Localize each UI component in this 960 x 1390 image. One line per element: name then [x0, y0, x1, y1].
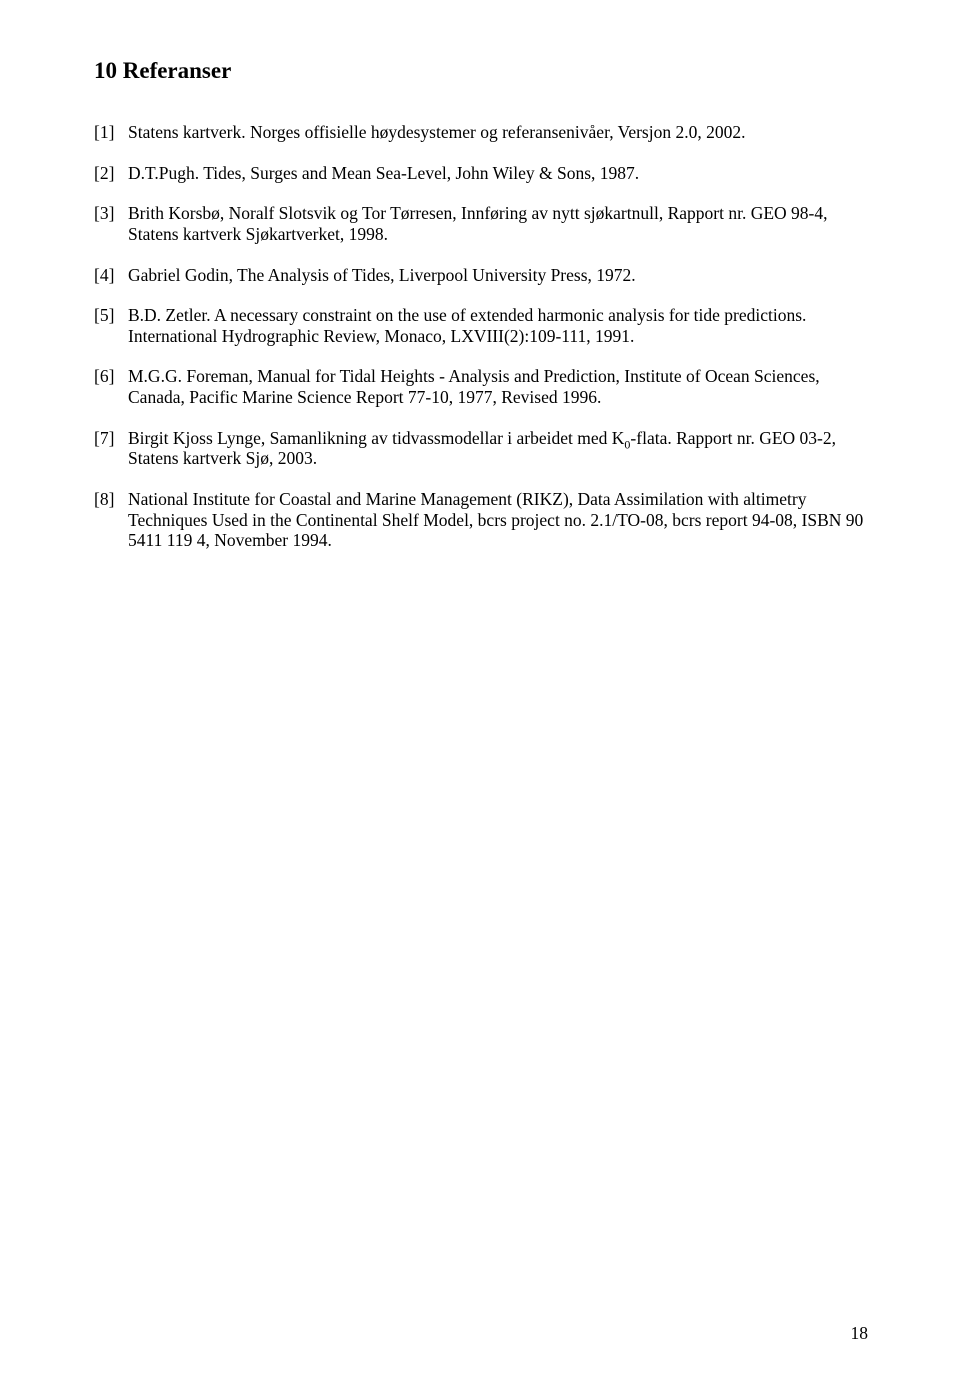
reference-number: [3] [94, 203, 128, 244]
reference-number: [2] [94, 163, 128, 184]
reference-item: [8] National Institute for Coastal and M… [94, 489, 872, 551]
reference-number: [4] [94, 265, 128, 286]
reference-number: [1] [94, 122, 128, 143]
reference-text-pre: Birgit Kjoss Lynge, Samanlikning av tidv… [128, 428, 624, 448]
reference-text: Statens kartverk. Norges offisielle høyd… [128, 122, 872, 143]
reference-number: [8] [94, 489, 128, 551]
reference-item: [5] B.D. Zetler. A necessary constraint … [94, 305, 872, 346]
reference-item: [7] Birgit Kjoss Lynge, Samanlikning av … [94, 428, 872, 469]
reference-item: [4] Gabriel Godin, The Analysis of Tides… [94, 265, 872, 286]
section-heading: 10 Referanser [94, 58, 872, 84]
reference-text: D.T.Pugh. Tides, Surges and Mean Sea-Lev… [128, 163, 872, 184]
reference-text: Brith Korsbø, Noralf Slotsvik og Tor Tør… [128, 203, 872, 244]
reference-item: [6] M.G.G. Foreman, Manual for Tidal Hei… [94, 366, 872, 407]
reference-item: [1] Statens kartverk. Norges offisielle … [94, 122, 872, 143]
reference-text: B.D. Zetler. A necessary constraint on t… [128, 305, 872, 346]
reference-number: [7] [94, 428, 128, 469]
reference-item: [3] Brith Korsbø, Noralf Slotsvik og Tor… [94, 203, 872, 244]
reference-text: M.G.G. Foreman, Manual for Tidal Heights… [128, 366, 872, 407]
reference-text: Birgit Kjoss Lynge, Samanlikning av tidv… [128, 428, 872, 469]
reference-text: Gabriel Godin, The Analysis of Tides, Li… [128, 265, 872, 286]
reference-item: [2] D.T.Pugh. Tides, Surges and Mean Sea… [94, 163, 872, 184]
reference-number: [6] [94, 366, 128, 407]
page-number: 18 [851, 1323, 869, 1344]
reference-number: [5] [94, 305, 128, 346]
reference-text: National Institute for Coastal and Marin… [128, 489, 872, 551]
